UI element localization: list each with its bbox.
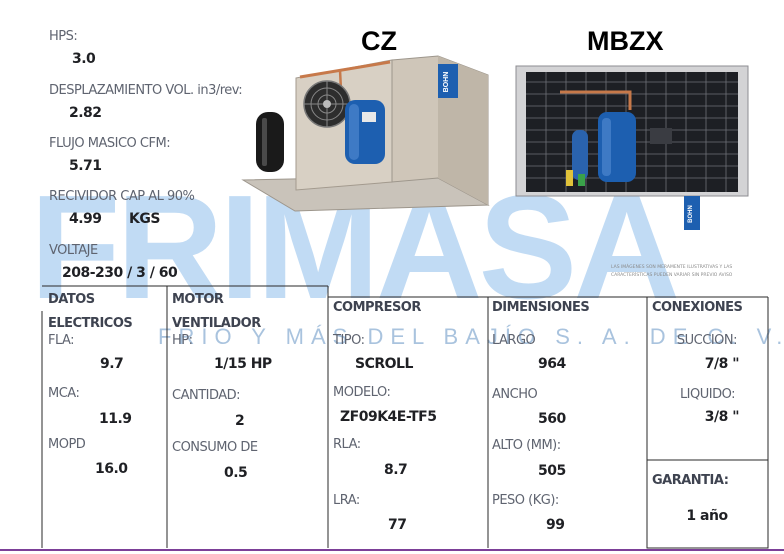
mass-flow-label: FLUJO MASICO CFM: xyxy=(49,136,170,151)
voltage-value: 208-230 / 3 / 60 xyxy=(62,265,178,281)
compressor-header: COMPRESOR xyxy=(333,300,421,315)
hps-value: 3.0 xyxy=(72,51,96,67)
mass-flow-value: 5.71 xyxy=(69,158,102,174)
fla-value: 9.7 xyxy=(100,356,123,372)
lra-label: LRA: xyxy=(333,493,360,508)
model-label: MODELO: xyxy=(333,385,390,400)
product-title-mbzx: MBZX xyxy=(587,26,664,56)
width-label: ANCHO xyxy=(492,387,537,402)
type-label: TIPO: xyxy=(332,333,365,348)
fan-header-1: MOTOR xyxy=(172,292,224,307)
rla-label: RLA: xyxy=(333,437,361,452)
displacement-label: DESPLAZAMIENTO VOL. in3/rev: xyxy=(49,83,242,98)
fan-header-2: VENTILADOR xyxy=(172,316,261,331)
connections-header: CONEXIONES xyxy=(652,300,743,315)
model-value: ZF09K4E-TF5 xyxy=(340,409,436,425)
length-label: LARGO xyxy=(492,333,536,348)
mca-value: 11.9 xyxy=(99,411,132,427)
cz-badge xyxy=(438,64,458,98)
length-value: 964 xyxy=(538,356,566,372)
fan-consumption-label: CONSUMO DE xyxy=(172,440,258,455)
liquid-value: 3/8 " xyxy=(705,409,739,425)
spec-list: HPS: 3.0 DESPLAZAMIENTO VOL. in3/rev: 2.… xyxy=(49,29,243,281)
mca-label: MCA: xyxy=(48,386,79,401)
cz-badge-text: BOHN xyxy=(443,72,450,93)
electrical-header-1: DATOS xyxy=(48,292,95,307)
rla-value: 8.7 xyxy=(384,462,407,478)
warranty-value: 1 año xyxy=(686,508,728,524)
warranty-box xyxy=(646,459,769,549)
weight-label: PESO (KG): xyxy=(492,493,559,508)
mopd-value: 16.0 xyxy=(95,461,128,477)
fan-consumption-value: 0.5 xyxy=(224,465,247,481)
column-connections: CONEXIONES SUCCION: 7/8 " LIQUIDO: 3/8 "… xyxy=(652,300,743,524)
weight-value: 99 xyxy=(546,517,564,533)
height-label: ALTO (MM): xyxy=(492,438,561,453)
receiver-unit: KGS xyxy=(129,211,160,227)
suction-value: 7/8 " xyxy=(705,356,739,372)
spec-table-grid xyxy=(41,285,769,549)
receiver-value: 4.99 xyxy=(69,211,102,227)
suction-label: SUCCION: xyxy=(677,333,737,348)
fan-hp-value: 1/15 HP xyxy=(214,356,272,372)
height-value: 505 xyxy=(538,463,566,479)
width-value: 560 xyxy=(538,411,566,427)
fan-quantity-value: 2 xyxy=(235,413,244,429)
warranty-header: GARANTIA: xyxy=(652,473,728,488)
displacement-value: 2.82 xyxy=(69,105,102,121)
column-electrical: DATOS ELECTRICOS FLA: 9.7 MCA: 11.9 MOPD… xyxy=(48,292,133,477)
fine-print-2: CARACTERÍSTICAS PUEDEN VARIAR SIN PREVIO… xyxy=(611,271,733,278)
cz-unit-image: BOHN xyxy=(241,55,490,212)
electrical-header-2: ELECTRICOS xyxy=(48,316,132,331)
hps-label: HPS: xyxy=(49,29,77,44)
mbzx-unit-image: BOHN LAS IMÁGENES SON MERAMENTE ILUSTRAT… xyxy=(515,65,749,278)
liquid-label: LIQUIDO: xyxy=(680,387,735,402)
type-value: SCROLL xyxy=(355,356,413,372)
receiver-label: RECIVIDOR CAP AL 90% xyxy=(49,189,195,204)
product-title-cz: CZ xyxy=(361,26,397,56)
bottom-rule xyxy=(0,549,784,551)
mopd-label: MOPD xyxy=(48,437,86,452)
column-dimensions: DIMENSIONES LARGO 964 ANCHO 560 ALTO (MM… xyxy=(492,300,590,533)
cz-receiver xyxy=(256,112,284,172)
dimensions-header: DIMENSIONES xyxy=(492,300,589,315)
column-fan-motor: MOTOR VENTILADOR HP: 1/15 HP CANTIDAD: 2… xyxy=(172,292,272,481)
fla-label: FLA: xyxy=(48,333,74,348)
column-compressor: COMPRESOR TIPO: SCROLL MODELO: ZF09K4E-T… xyxy=(332,300,437,533)
fan-hp-label: HP: xyxy=(172,333,193,348)
mbzx-receiver xyxy=(572,130,588,180)
watermark-subtitle: FRÍO Y MÁS DEL BAJÍO S. A. DE C. V. xyxy=(158,324,784,349)
voltage-label: VOLTAJE xyxy=(49,243,98,258)
mbzx-badge-text: BOHN xyxy=(688,205,694,223)
fan-quantity-label: CANTIDAD: xyxy=(172,388,240,403)
fine-print-1: LAS IMÁGENES SON MERAMENTE ILUSTRATIVAS … xyxy=(611,263,732,270)
lra-value: 77 xyxy=(388,517,406,533)
